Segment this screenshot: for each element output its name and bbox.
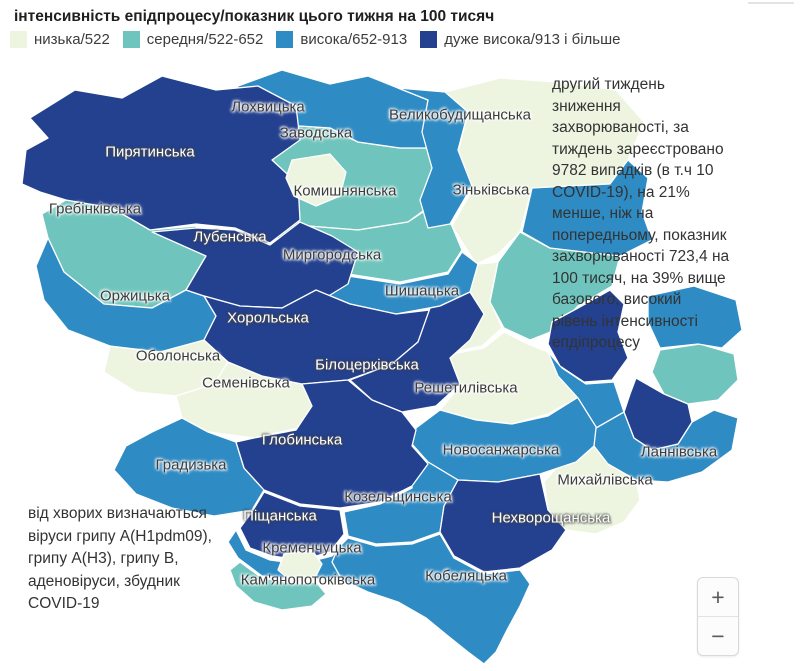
page-edge-artifact: [748, 2, 794, 4]
weekly-summary-note: другий тиждень зниження захворюваності, …: [552, 76, 730, 351]
district-shape-velykobudyshchanska[interactable]: [397, 87, 473, 229]
region-zavodska-light-patch[interactable]: [285, 153, 347, 207]
zoom-out-button[interactable]: −: [698, 617, 738, 655]
region-east-blue-upper[interactable]: [647, 285, 743, 349]
viruses-note: від хворих визначаються віруси грипу A(H…: [28, 505, 212, 612]
zoom-in-button[interactable]: +: [698, 578, 738, 616]
district-shape-kobeliatska[interactable]: [331, 533, 531, 665]
legend-item-medium: середня/522-652: [122, 31, 264, 48]
legend-label-medium: середня/522-652: [146, 31, 264, 48]
map-zoom-control: + −: [697, 577, 739, 656]
legend-swatch-very-high: [420, 31, 438, 48]
legend-item-high: висока/652-913: [276, 31, 407, 48]
legend-label-very-high: дуже висока/913 і більше: [444, 31, 621, 48]
region-east-navy-a[interactable]: [547, 289, 629, 383]
legend: низька/522 середня/522-652 висока/652-91…: [10, 31, 620, 48]
district-shape-lubenska[interactable]: [151, 221, 359, 309]
district-shape-kamianopotokivska[interactable]: [229, 561, 327, 611]
region-kremenchutska-light-patch[interactable]: [277, 549, 323, 583]
district-shape-nekhvoroshchanska[interactable]: [439, 473, 567, 573]
legend-label-low: низька/522: [34, 31, 110, 48]
zoom-control-divider: [698, 616, 738, 617]
region-northeast-blue[interactable]: [521, 159, 653, 257]
region-east-navy-b[interactable]: [623, 377, 693, 451]
region-east-teal[interactable]: [651, 343, 739, 405]
district-shape-pishchanska[interactable]: [239, 491, 345, 561]
page-title: інтенсивність епідпроцесу/показник цього…: [14, 8, 495, 25]
district-shape-pyriatynska[interactable]: [21, 75, 301, 244]
legend-item-low: низька/522: [10, 31, 110, 48]
district-shape-hlobynska[interactable]: [235, 379, 429, 509]
district-shape-bilotserkivska[interactable]: [349, 291, 485, 413]
district-shape-kozelshchynska[interactable]: [343, 445, 459, 545]
legend-label-high: висока/652-913: [300, 31, 408, 48]
legend-swatch-medium: [122, 31, 140, 48]
legend-item-very-high: дуже висока/913 і більше: [420, 31, 620, 48]
legend-swatch-high: [276, 31, 294, 48]
legend-swatch-low: [10, 31, 27, 48]
